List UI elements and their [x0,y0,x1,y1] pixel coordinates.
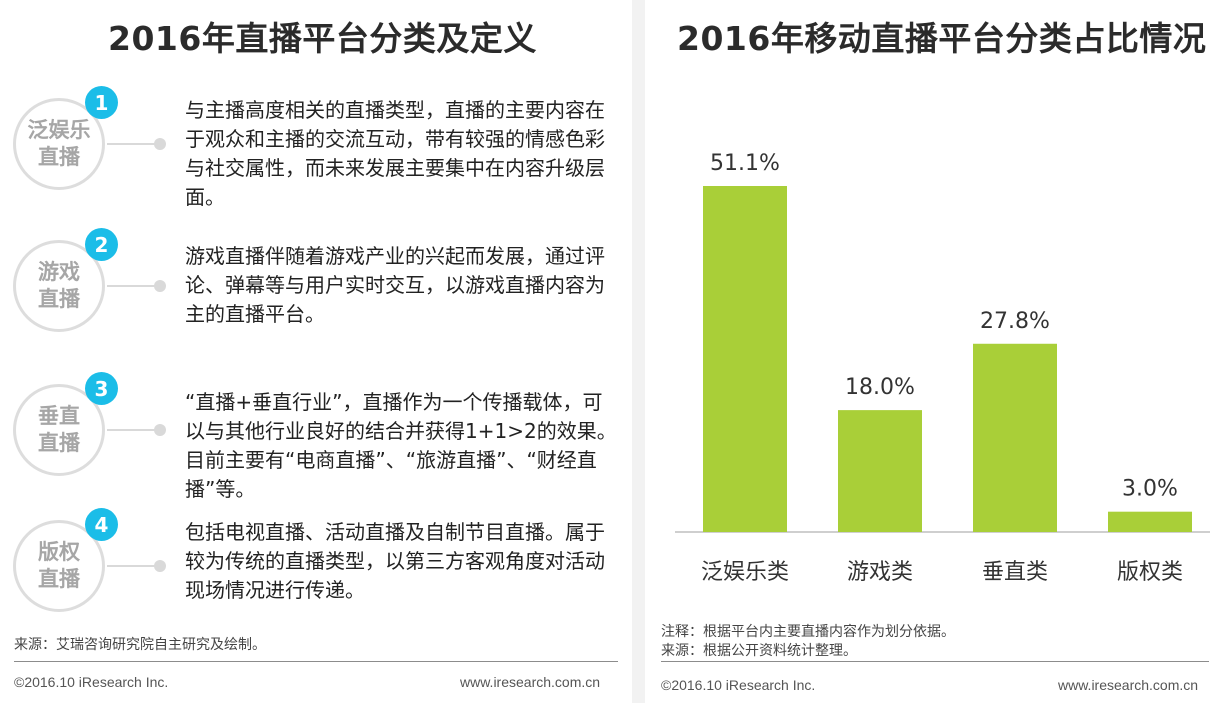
data-label: 18.0% [845,375,915,400]
right-copyright: ©2016.10 iResearch Inc. [661,677,816,693]
bar-2 [838,410,922,532]
left-title: 2016年直播平台分类及定义 [108,19,537,58]
category-row-4: 版权直播 4 包括电视直播、活动直播及自制节目直播。属于较为传统的直播类型，以第… [0,508,632,618]
left-panel: 2016年直播平台分类及定义 泛娱乐直播 1 与主播高度相关的直播类型，直播的主… [0,19,632,690]
left-footer-rule [14,661,618,662]
category-row-3: 垂直直播 3 “直播+垂直行业”，直播作为一个传播载体，可以与其他行业良好的结合… [0,372,632,501]
bar-chart: 51.1% 泛娱乐类 18.0% 游戏类 27.8% 垂直类 3.0% 版权类 [675,151,1210,585]
category-label: 游戏类 [847,560,913,585]
right-website: www.iresearch.com.cn [1058,677,1199,693]
connector-line [107,565,157,567]
category-name-line2: 直播 [38,567,80,591]
right-title: 2016年移动直播平台分类占比情况 [677,19,1207,58]
bar-3 [973,343,1057,532]
category-name-line2: 直播 [38,287,80,311]
category-number-badge: 4 [85,508,118,541]
right-footer-rule [661,661,1209,662]
connector-dot [154,280,166,292]
category-number-badge: 1 [85,86,118,119]
left-website: www.iresearch.com.cn [460,674,601,690]
category-name-line1: 垂直 [38,404,80,428]
category-description: 与主播高度相关的直播类型，直播的主要内容在于观众和主播的交流互动，带有较强的情感… [185,98,605,209]
right-source: 来源：根据公开资料统计整理。 [661,643,857,659]
category-name-line1: 泛娱乐 [27,118,91,142]
category-description: 包括电视直播、活动直播及自制节目直播。属于较为传统的直播类型，以第三方客观角度对… [185,520,605,602]
category-label: 垂直类 [982,560,1048,585]
bar-1 [703,186,787,532]
data-label: 27.8% [980,309,1050,334]
panel-divider [632,0,645,703]
category-label: 版权类 [1117,560,1183,585]
data-label: 51.1% [710,151,780,176]
category-name-line2: 直播 [38,431,80,455]
connector-dot [154,138,166,150]
right-panel: 2016年移动直播平台分类占比情况 51.1% 泛娱乐类 18.0% 游戏类 27.8%… [645,0,1229,703]
right-note: 注释：根据平台内主要直播内容作为划分依据。 [661,624,955,640]
category-number-badge: 2 [85,228,118,261]
connector-line [107,143,157,145]
category-name-line1: 游戏 [38,260,80,284]
category-description: “直播+垂直行业”，直播作为一个传播载体，可以与其他行业良好的结合并获得1+1>… [185,390,617,501]
connector-line [107,285,157,287]
category-name-line2: 直播 [38,145,80,169]
category-row-1: 泛娱乐直播 1 与主播高度相关的直播类型，直播的主要内容在于观众和主播的交流互动… [0,86,632,209]
bar-4 [1108,511,1192,532]
category-number-badge: 3 [85,372,118,405]
category-name-line1: 版权 [38,540,80,564]
category-description: 游戏直播伴随着游戏产业的兴起而发展，通过评论、弹幕等与用户实时交互，以游戏直播内… [185,244,605,326]
data-label: 3.0% [1122,477,1178,502]
category-label: 泛娱乐类 [701,560,789,585]
connector-dot [154,424,166,436]
category-row-2: 游戏直播 2 游戏直播伴随着游戏产业的兴起而发展，通过评论、弹幕等与用户实时交互… [0,228,632,338]
connector-dot [154,560,166,572]
connector-line [107,429,157,431]
left-source: 来源：艾瑞咨询研究院自主研究及绘制。 [14,637,266,653]
left-copyright: ©2016.10 iResearch Inc. [14,674,169,690]
